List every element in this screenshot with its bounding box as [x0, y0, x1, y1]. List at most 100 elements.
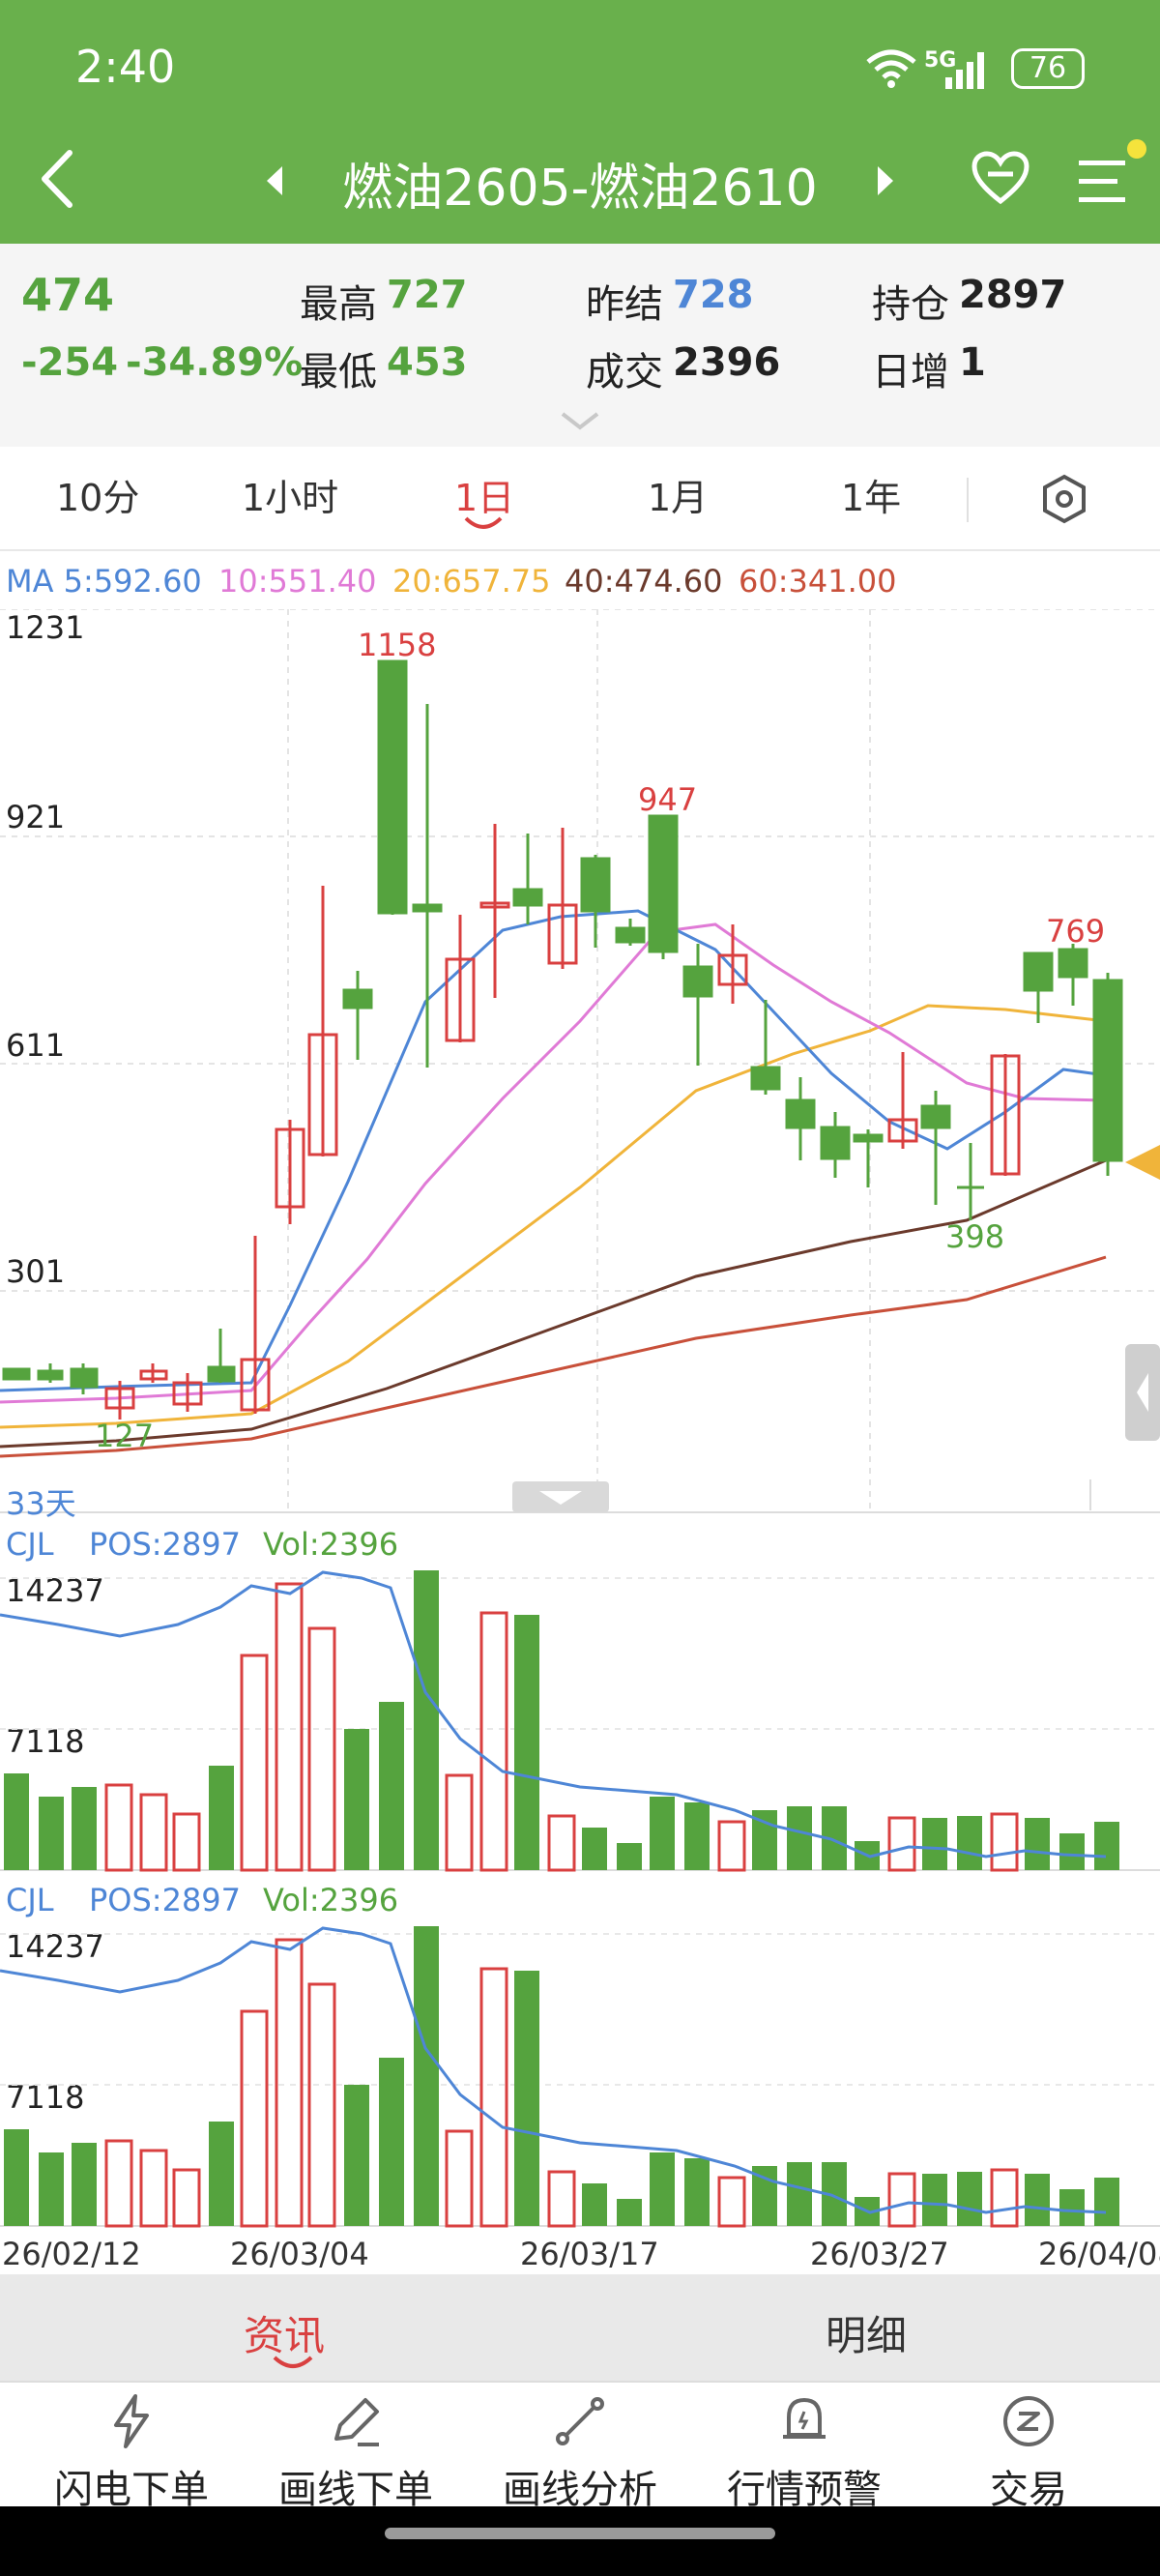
volume-bar — [4, 1773, 29, 1870]
candle — [1092, 973, 1123, 1176]
ma60-legend: 60:341.00 — [739, 563, 897, 600]
lightning-icon — [114, 2394, 149, 2448]
expand-chevron-icon[interactable] — [559, 410, 601, 433]
candlestick-chart[interactable] — [0, 609, 1160, 1513]
vol1-axis-1: 14237 — [6, 1572, 104, 1609]
menu-icon[interactable] — [1077, 155, 1135, 209]
trade-icon — [1003, 2396, 1054, 2446]
tab-1year[interactable]: 1年 — [841, 477, 902, 519]
volume-bar — [922, 1818, 947, 1870]
tab-1day[interactable]: 1日 — [454, 477, 515, 519]
candle — [512, 834, 543, 924]
system-nav-bar — [0, 2506, 1160, 2576]
volume-bar — [72, 2143, 97, 2226]
ma20-legend: 20:657.75 — [392, 563, 551, 600]
price-alert-button[interactable]: 行情预警 — [692, 2383, 916, 2512]
ma10-line — [0, 922, 1107, 1404]
ma60-line — [0, 1255, 1107, 1458]
candle — [275, 1120, 305, 1224]
ma10-legend: 10:551.40 — [218, 563, 377, 600]
volume-bar — [717, 1820, 746, 1872]
candle — [139, 1363, 168, 1383]
oi-label: 持仓 — [872, 282, 949, 327]
volume-bar — [307, 1626, 336, 1872]
high-value: 727 — [387, 273, 468, 317]
candle — [580, 855, 611, 948]
candle — [648, 814, 679, 959]
volume-bar — [547, 1814, 576, 1872]
draw-analysis-label: 画线分析 — [503, 2468, 657, 2512]
tab-news[interactable]: 资讯 — [244, 2312, 326, 2359]
volume-bar — [787, 2162, 812, 2226]
price-axis-3: 611 — [6, 1027, 66, 1064]
candle — [853, 1129, 884, 1187]
volume-bar — [1025, 2174, 1050, 2226]
candle — [547, 828, 578, 969]
volume-bar — [479, 1967, 508, 2228]
recent-low-annotation: 398 — [945, 1218, 1005, 1255]
last-price: 474 — [21, 269, 115, 321]
volume-bar — [514, 1971, 539, 2226]
volume-bar — [240, 1654, 269, 1872]
contract-title[interactable]: 燃油2605-燃油2610 — [342, 160, 818, 218]
prev-contract-icon[interactable] — [265, 164, 284, 197]
tab-detail[interactable]: 明细 — [826, 2312, 908, 2359]
volume-bar — [684, 2158, 710, 2226]
volume-bar — [275, 1938, 304, 2228]
candle — [990, 1054, 1021, 1176]
date-label-2: 26/03/04 — [230, 2236, 369, 2272]
candle — [307, 886, 338, 1156]
volume-chart-2[interactable] — [0, 1922, 1160, 2232]
vol1-vol: Vol:2396 — [263, 1526, 399, 1563]
line-tool-icon — [556, 2397, 604, 2445]
pencil-icon — [334, 2398, 379, 2446]
next-contract-icon[interactable] — [876, 164, 895, 197]
volume-bar — [684, 1802, 710, 1870]
volume-bar — [414, 1570, 439, 1870]
volume-bar — [307, 1982, 336, 2228]
tab-1hour[interactable]: 1小时 — [242, 477, 339, 519]
volume-bar — [514, 1615, 539, 1870]
volume-bar — [1094, 2178, 1119, 2226]
candle — [172, 1373, 203, 1412]
volume-bar — [650, 1797, 675, 1870]
volume-bar — [957, 2172, 982, 2226]
vol2-vol: Vol:2396 — [263, 1882, 399, 1918]
tab-10min[interactable]: 10分 — [56, 477, 140, 519]
volume-bar — [990, 2168, 1019, 2228]
candle — [785, 1077, 816, 1160]
tab-1month[interactable]: 1月 — [648, 477, 709, 519]
volume-bar — [344, 1729, 369, 1870]
volume-bar — [582, 1828, 607, 1870]
date-label-5: 26/04/08 — [1038, 2236, 1160, 2272]
info-segment: 资讯 明细 — [0, 2274, 1160, 2381]
draw-order-button[interactable]: 画线下单 — [244, 2383, 468, 2512]
home-indicator[interactable] — [385, 2528, 775, 2539]
back-arrow-icon[interactable] — [35, 145, 79, 213]
trade-button[interactable]: 交易 — [916, 2383, 1141, 2512]
network-label: 5G — [924, 48, 957, 73]
volume-bar — [1025, 1818, 1050, 1870]
volume-chart-1[interactable] — [0, 1566, 1160, 1876]
menu-badge-dot — [1127, 139, 1146, 159]
volume-bar — [209, 2122, 234, 2226]
candle — [1023, 951, 1054, 1023]
volume-bar — [1059, 2189, 1085, 2226]
ma40-line — [0, 1158, 1107, 1449]
vol1-title: CJL — [6, 1526, 54, 1563]
favorite-heart-icon[interactable] — [971, 151, 1030, 205]
volume-bar — [617, 1843, 642, 1870]
price-axis-2: 921 — [6, 799, 66, 835]
volume-bar — [139, 2149, 168, 2228]
volume-bar — [39, 2152, 64, 2226]
draw-analysis-button[interactable]: 画线分析 — [468, 2383, 692, 2512]
flash-order-button[interactable]: 闪电下单 — [19, 2383, 244, 2512]
ma40-legend: 40:474.60 — [565, 563, 723, 600]
candle — [887, 1052, 918, 1149]
tabs-divider — [967, 478, 969, 522]
chart-settings-icon[interactable] — [1040, 474, 1088, 524]
volume-bar — [617, 2199, 642, 2226]
prev-settle-value: 728 — [673, 273, 754, 317]
volume-bar — [104, 2139, 133, 2228]
volume-bar — [139, 1793, 168, 1872]
